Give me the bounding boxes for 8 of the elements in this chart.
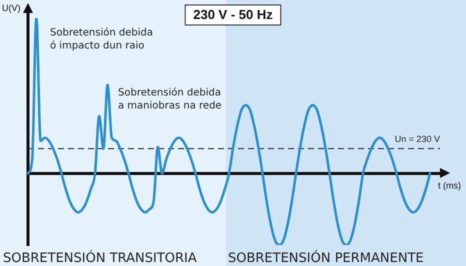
text: SOBRETENSIÓN PERMANENTE bbox=[228, 248, 424, 266]
annotation: Sobretensión debida a maniobras na rede bbox=[118, 88, 222, 112]
text: SOBRETENSIÓN TRANSITORIA bbox=[3, 248, 197, 266]
x-axis-title: t (ms) bbox=[438, 180, 461, 190]
y-axis-title: U(V) bbox=[2, 2, 20, 13]
annotation: Un = 230 V bbox=[394, 134, 440, 144]
chart-title: 230 V - 50 Hz bbox=[193, 7, 274, 22]
annotation: Sobretensión debida ó impacto dun raio bbox=[50, 28, 153, 52]
